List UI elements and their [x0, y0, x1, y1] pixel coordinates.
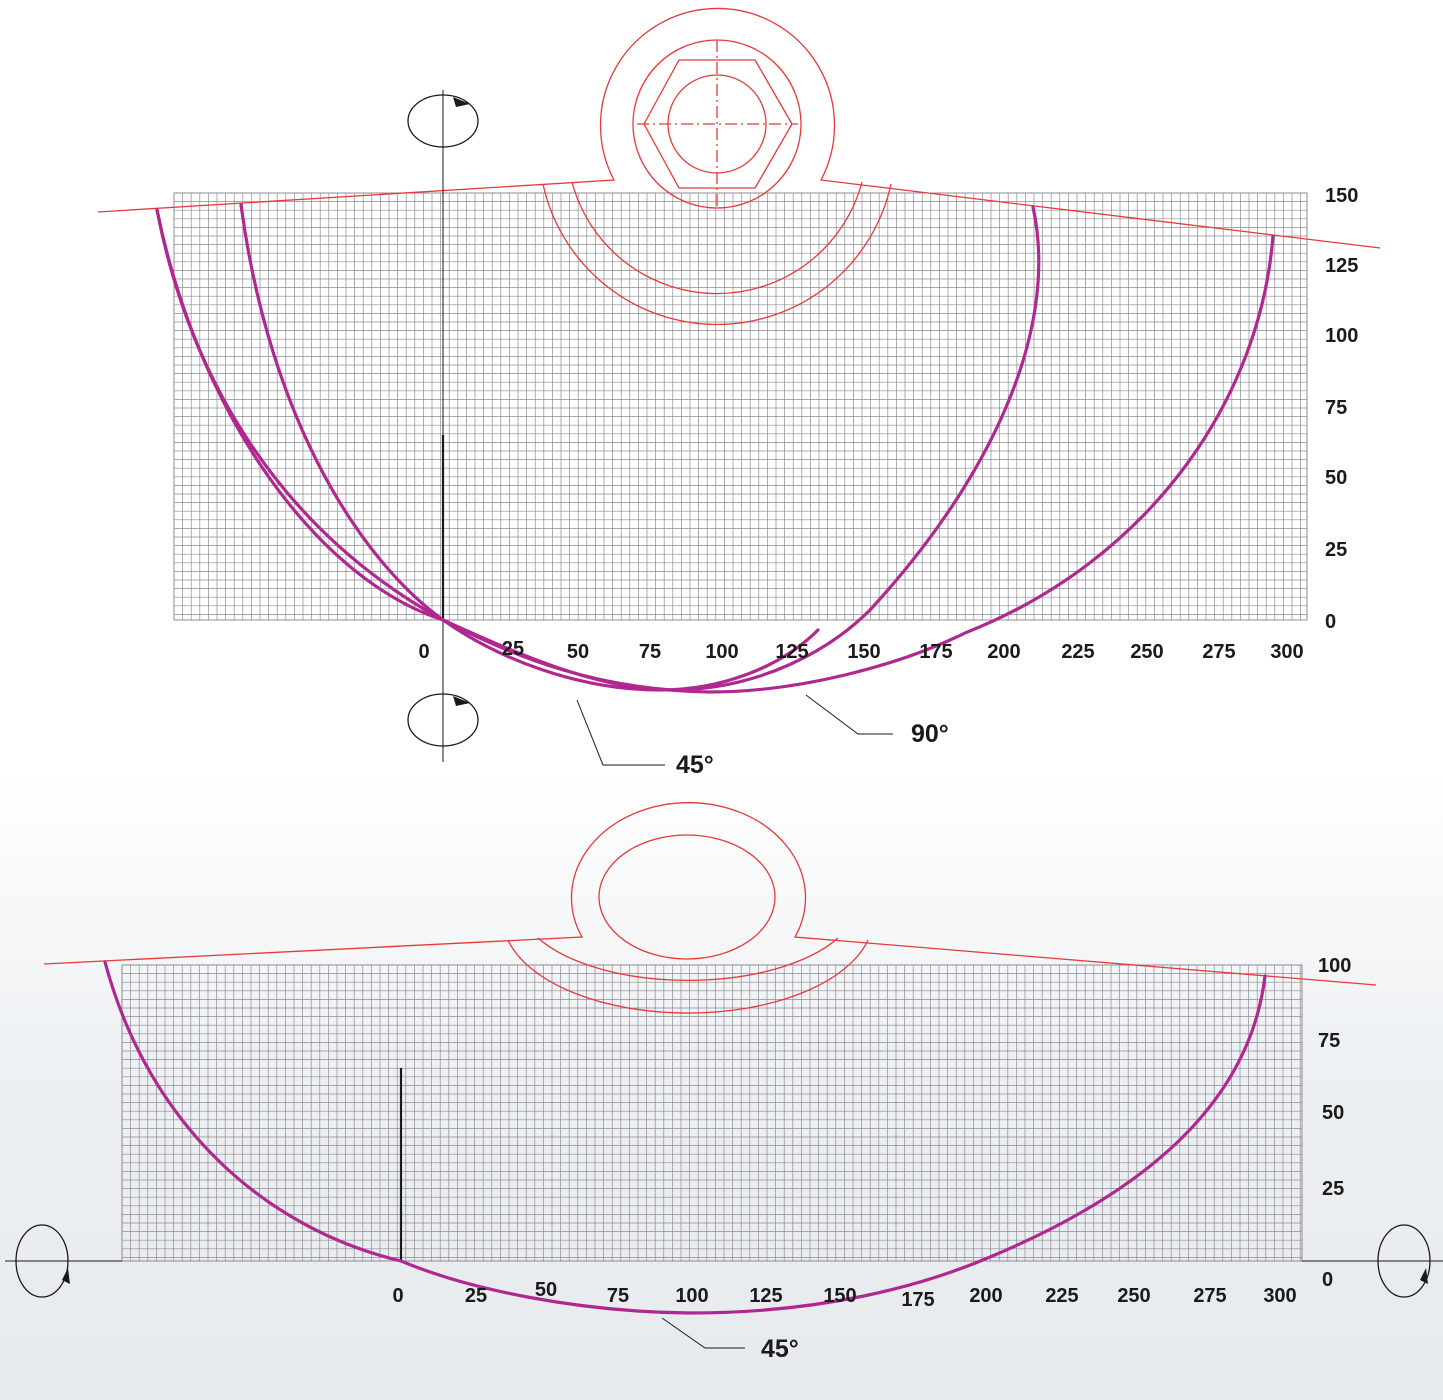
top-y-tick-label: 75 — [1325, 397, 1347, 419]
bottom-x-tick-label: 100 — [675, 1285, 708, 1307]
top-label-90: 90° — [911, 720, 949, 748]
bottom-fixture-outline — [43, 802, 1377, 1014]
top-inner-arc-1 — [571, 181, 863, 295]
top-fixture-outline — [97, 7, 1381, 326]
top-x-tick-label: 250 — [1130, 641, 1163, 663]
top-x-tick-label: 100 — [705, 641, 738, 663]
bottom-x-tick-label: 0 — [392, 1285, 403, 1307]
bottom-x-tick-labels: 0 25 50 75 100 125 150 175 200 225 250 275 300 — [392, 1279, 1296, 1311]
top-x-tick-label: 25 — [502, 638, 524, 660]
bottom-y-tick-label: 50 — [1322, 1102, 1344, 1124]
bottom-label-45: 45° — [761, 1335, 799, 1363]
top-rotation-indicator-lower — [407, 693, 479, 747]
bottom-x-tick-label: 225 — [1045, 1285, 1078, 1307]
top-x-tick-label: 300 — [1270, 641, 1303, 663]
top-leader-45 — [576, 699, 665, 766]
bottom-inner-arc-2 — [507, 939, 869, 1014]
top-x-tick-label: 275 — [1202, 641, 1235, 663]
top-grid — [173, 192, 1308, 621]
bottom-base-line — [43, 802, 1377, 986]
top-x-tick-label: 225 — [1061, 641, 1094, 663]
top-curve-90 — [155, 208, 1275, 694]
top-y-tick-labels: 150 125 100 75 50 25 0 — [1325, 185, 1358, 633]
top-y-tick-label: 25 — [1325, 539, 1347, 561]
bottom-grid — [121, 964, 1303, 1262]
bottom-y-tick-label: 25 — [1322, 1178, 1344, 1200]
top-x-tick-label: 0 — [418, 641, 429, 663]
top-curve-45-inner — [239, 203, 820, 692]
bottom-grid-border — [121, 964, 1303, 1262]
bottom-y-tick-labels: 100 75 50 25 0 — [1318, 955, 1351, 1291]
top-y-tick-label: 50 — [1325, 467, 1347, 489]
top-y-tick-label: 100 — [1325, 325, 1358, 347]
bottom-y-tick-label: 0 — [1322, 1269, 1333, 1291]
top-rotation-indicator-upper — [407, 94, 479, 148]
top-x-tick-label: 200 — [987, 641, 1020, 663]
top-y-tick-label: 125 — [1325, 255, 1358, 277]
top-x-tick-label: 125 — [775, 641, 808, 663]
bottom-x-tick-label: 150 — [823, 1285, 856, 1307]
bottom-x-tick-label: 300 — [1263, 1285, 1296, 1307]
top-inner-arc-2 — [542, 183, 892, 326]
top-base-line — [97, 7, 1381, 249]
top-x-tick-label: 75 — [639, 641, 661, 663]
top-leaders — [576, 694, 893, 766]
top-x-tick-label: 50 — [567, 641, 589, 663]
bottom-rotation-indicator-left — [15, 1224, 70, 1298]
bottom-x-tick-label: 250 — [1117, 1285, 1150, 1307]
bottom-x-tick-label: 25 — [465, 1285, 487, 1307]
bottom-curve-45 — [103, 960, 1267, 1315]
bottom-inner-arc-1 — [537, 937, 839, 982]
bottom-leader-45 — [661, 1317, 745, 1349]
bottom-x-tick-label: 50 — [535, 1279, 557, 1301]
top-y-tick-label: 150 — [1325, 185, 1358, 207]
bottom-y-tick-label: 100 — [1318, 955, 1351, 977]
bottom-x-tick-label: 125 — [749, 1285, 782, 1307]
top-x-tick-label: 175 — [919, 641, 952, 663]
top-leader-90 — [805, 694, 893, 735]
bottom-curves — [103, 960, 1267, 1315]
top-x-tick-label: 150 — [847, 641, 880, 663]
bottom-x-tick-label: 75 — [607, 1285, 629, 1307]
top-y-tick-label: 0 — [1325, 611, 1336, 633]
bottom-x-tick-label: 200 — [969, 1285, 1002, 1307]
bottom-x-tick-label: 175 — [901, 1289, 934, 1311]
top-curves — [155, 203, 1275, 694]
top-label-45: 45° — [676, 751, 714, 779]
bottom-y-tick-label: 75 — [1318, 1030, 1340, 1052]
top-x-tick-labels: 0 25 50 75 100 125 150 175 200 225 250 275 300 — [418, 638, 1303, 663]
bottom-rotation-indicator-right — [1377, 1224, 1431, 1298]
bottom-x-tick-label: 275 — [1193, 1285, 1226, 1307]
bottom-ring-inner — [598, 834, 776, 960]
